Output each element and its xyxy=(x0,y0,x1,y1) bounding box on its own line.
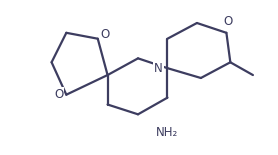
Text: O: O xyxy=(54,88,63,101)
Text: O: O xyxy=(224,15,233,28)
Text: O: O xyxy=(101,28,110,41)
Text: NH₂: NH₂ xyxy=(156,126,178,139)
Text: N: N xyxy=(154,62,163,75)
